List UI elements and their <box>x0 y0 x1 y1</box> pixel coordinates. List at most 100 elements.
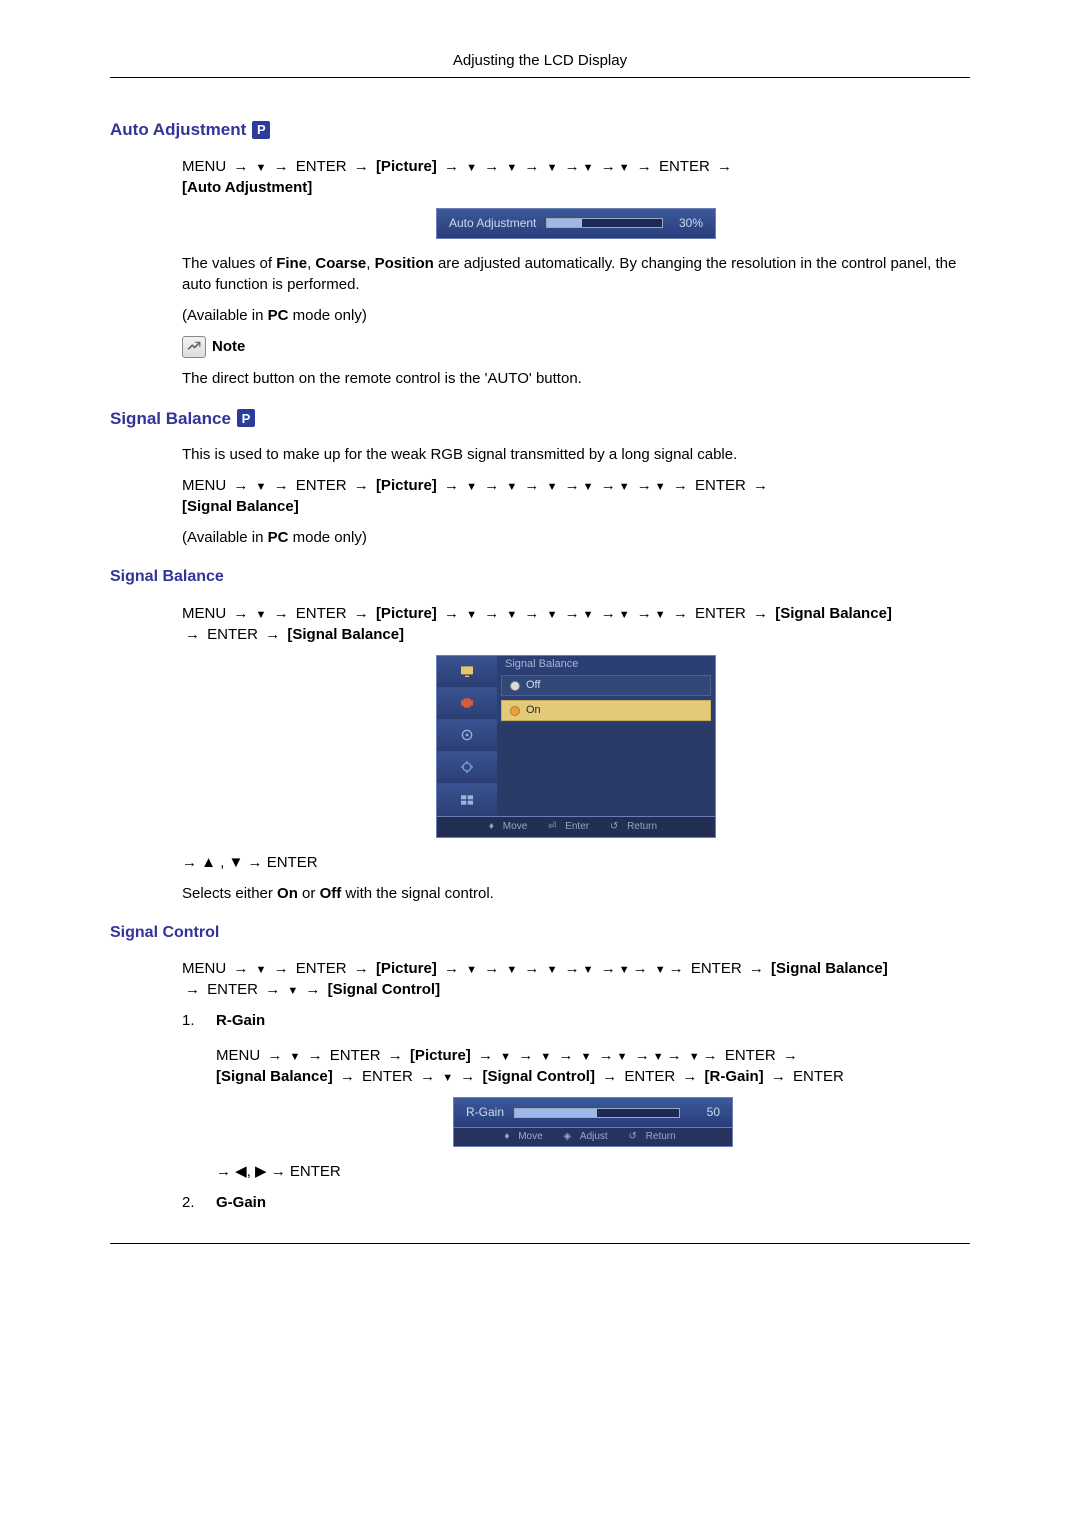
nav-sb: [Signal Balance] <box>771 960 888 977</box>
arrow-icon: → <box>565 605 580 622</box>
nav-menu: MENU <box>182 960 226 977</box>
down-icon: ▼ <box>583 162 594 174</box>
sel-off: Off <box>320 885 342 902</box>
nav-enter: ENTER <box>296 158 347 175</box>
down-icon: ▼ <box>466 609 477 621</box>
page-header: Adjusting the LCD Display <box>110 50 970 78</box>
nav-sb: [Signal Balance] <box>775 605 892 622</box>
arrow-icon: → <box>599 1047 614 1064</box>
down-icon: ▼ <box>500 1051 511 1063</box>
arrow-icon: → <box>637 605 652 622</box>
footer-move: ♦ Move <box>489 821 533 832</box>
osd-icon-picture <box>437 656 497 688</box>
footer-return: ↺ Return <box>610 821 663 832</box>
down-icon: ▼ <box>287 985 298 997</box>
avail-pre: (Available in <box>182 529 268 546</box>
heading-text: Signal Balance <box>110 568 224 585</box>
nav-sc: [Signal Control] <box>482 1068 595 1085</box>
arrow-icon: → <box>601 158 616 175</box>
arrow-icon: → <box>388 1047 407 1064</box>
arrow-icon: → <box>667 1047 686 1064</box>
arrow-icon: → <box>558 1047 577 1064</box>
down-icon: ▼ <box>689 1051 700 1063</box>
down-icon: ▼ <box>290 1051 301 1063</box>
signal-balance-2-content: MENU → ▼ → ENTER → [Picture] → ▼ → ▼ → ▼… <box>182 603 970 904</box>
nav-enter: ENTER <box>330 1047 381 1064</box>
footer-return: ↺ Return <box>628 1131 681 1142</box>
osd-value: 30% <box>673 215 703 232</box>
signal-balance-select-desc: Selects either On or Off with the signal… <box>182 883 970 904</box>
footer-adjust: ◈ Adjust <box>563 1131 613 1142</box>
nav-picture: [Picture] <box>376 158 437 175</box>
arrow-icon: → <box>274 605 293 622</box>
arrow-icon: → <box>753 477 768 494</box>
avail-mode: PC <box>268 529 289 546</box>
avail-pre: (Available in <box>182 307 268 324</box>
arrow-icon: → <box>669 960 688 977</box>
arrow-icon: → <box>478 1047 497 1064</box>
avail-mode: PC <box>268 307 289 324</box>
footer-move-label: Move <box>503 821 527 832</box>
arrow-icon: → <box>637 477 652 494</box>
down-icon: ▼ <box>583 481 594 493</box>
arrow-icon: → <box>274 960 293 977</box>
arrow-icon: → <box>703 1047 722 1064</box>
osd-fill <box>547 219 581 227</box>
item-label: G-Gain <box>216 1192 266 1213</box>
item-number: 2. <box>182 1192 202 1213</box>
signal-balance-availability: (Available in PC mode only) <box>182 527 970 548</box>
down-icon: ▼ <box>619 162 630 174</box>
footer-return-label: Return <box>646 1131 676 1142</box>
term-fine: Fine <box>276 255 307 272</box>
section-auto-adjustment-heading: Auto Adjustment P <box>110 118 970 142</box>
arrow-icon: → <box>265 626 284 643</box>
down-icon: ▼ <box>619 609 630 621</box>
nav-sc: [Signal Control] <box>328 981 441 998</box>
arrow-icon: → <box>460 1068 479 1085</box>
arrow-icon: → <box>565 960 580 977</box>
arrow-icon: → <box>354 158 369 175</box>
osd-option-on: On <box>501 700 711 721</box>
list-item-ggain: 2. G-Gain <box>182 1192 970 1213</box>
nav-enter: ENTER <box>296 605 347 622</box>
osd-label: Auto Adjustment <box>449 215 536 232</box>
osd-option-off: Off <box>501 675 711 696</box>
p-badge-icon: P <box>252 121 270 139</box>
arrow-icon: → <box>601 605 616 622</box>
page-title: Adjusting the LCD Display <box>453 52 627 69</box>
osd-icon-multi <box>437 784 497 816</box>
nav-picture: [Picture] <box>376 477 437 494</box>
radio-icon <box>510 706 520 716</box>
heading-text: Signal Control <box>110 924 219 941</box>
signal-balance-2-nav: MENU → ▼ → ENTER → [Picture] → ▼ → ▼ → ▼… <box>182 603 970 645</box>
down-icon: ▼ <box>619 481 630 493</box>
footer-rule <box>110 1243 970 1244</box>
nav-menu: MENU <box>182 605 226 622</box>
down-icon: ▼ <box>547 162 558 174</box>
nav-menu: MENU <box>182 158 226 175</box>
item-label: R-Gain <box>216 1010 265 1031</box>
arrow-icon: → <box>601 477 616 494</box>
osd-fill <box>515 1109 597 1117</box>
down-icon: ▼ <box>506 964 517 976</box>
opt-off-label: Off <box>526 678 540 693</box>
down-icon: ▼ <box>256 609 267 621</box>
section-signal-balance-2-heading: Signal Balance <box>110 566 970 588</box>
auto-adjustment-content: MENU → ▼ → ENTER → [Picture] → ▼ → ▼ → ▼… <box>182 156 970 389</box>
arrow-icon: → <box>354 477 369 494</box>
osd-icon-column <box>437 656 497 816</box>
arrow-icon: → <box>524 605 543 622</box>
opt-on-label: On <box>526 703 541 718</box>
arrow-icon: → <box>305 981 324 998</box>
osd-icon-setup <box>437 720 497 752</box>
arrow-icon: → <box>444 605 463 622</box>
arrow-icon: → <box>524 477 539 494</box>
arrow-icon: → <box>753 605 772 622</box>
osd-menu-title: Signal Balance <box>497 656 715 673</box>
down-icon: ▼ <box>619 964 630 976</box>
arrow-icon: → <box>749 960 768 977</box>
nav-rgain: [R-Gain] <box>705 1068 764 1085</box>
sel-on: On <box>277 885 298 902</box>
item-number: 1. <box>182 1010 202 1031</box>
heading-text: Auto Adjustment <box>110 118 246 142</box>
